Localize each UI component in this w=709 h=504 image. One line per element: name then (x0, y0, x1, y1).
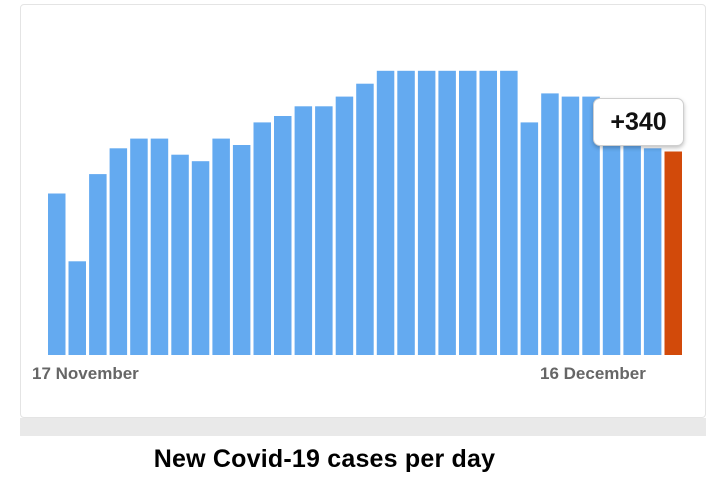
bar (438, 70, 456, 356)
bar (130, 138, 148, 355)
bar (459, 70, 477, 356)
bar (171, 154, 189, 355)
card-footer-band (20, 418, 706, 436)
bar (602, 116, 621, 355)
bar (315, 106, 333, 355)
bar (150, 138, 169, 355)
bar (68, 261, 86, 355)
bar (212, 138, 230, 355)
x-tick-label-start: 17 November (32, 364, 139, 383)
bar (48, 193, 66, 355)
bar (541, 93, 559, 356)
bar (582, 96, 600, 355)
bar (89, 174, 107, 355)
bar (356, 83, 374, 355)
bar (479, 70, 497, 356)
bar (643, 148, 662, 355)
bar (191, 161, 210, 355)
bar-highlighted (664, 151, 682, 355)
bar (335, 96, 354, 355)
bar (109, 148, 128, 355)
bar (232, 145, 251, 355)
bar (623, 132, 641, 355)
bar (417, 70, 436, 356)
chart-caption: New Covid-19 cases per day (153, 445, 496, 473)
latest-value-callout: +340 (593, 98, 684, 146)
bar (253, 122, 271, 356)
bar (397, 70, 415, 356)
bar (376, 70, 395, 356)
bar (274, 116, 292, 355)
bar (561, 96, 580, 355)
bar (520, 122, 539, 356)
x-tick-label-end: 16 December (540, 364, 646, 383)
bar (500, 70, 518, 356)
bar (294, 106, 313, 355)
